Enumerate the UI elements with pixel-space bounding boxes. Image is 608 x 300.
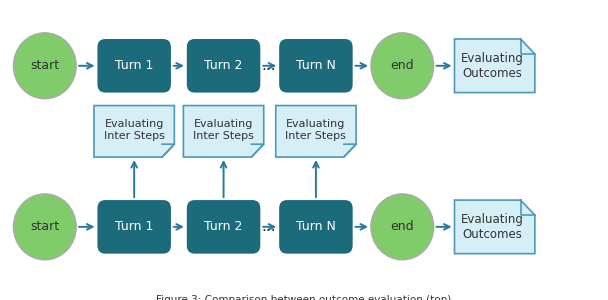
Ellipse shape	[13, 194, 76, 260]
Polygon shape	[455, 39, 535, 93]
FancyBboxPatch shape	[97, 200, 171, 254]
Polygon shape	[94, 106, 174, 157]
Text: Evaluating
Inter Steps: Evaluating Inter Steps	[104, 119, 165, 141]
Text: Turn N: Turn N	[296, 59, 336, 72]
Text: Turn N: Turn N	[296, 220, 336, 233]
Text: Figure 3: Comparison between outcome evaluation (top): Figure 3: Comparison between outcome eva…	[156, 295, 452, 300]
FancyBboxPatch shape	[279, 39, 353, 93]
FancyBboxPatch shape	[187, 39, 260, 93]
Text: Turn 1: Turn 1	[115, 220, 153, 233]
FancyBboxPatch shape	[187, 200, 260, 254]
Text: Evaluating
Inter Steps: Evaluating Inter Steps	[286, 119, 347, 141]
Ellipse shape	[13, 33, 76, 99]
Text: start: start	[30, 59, 60, 72]
Text: Turn 2: Turn 2	[204, 220, 243, 233]
Text: start: start	[30, 220, 60, 233]
Polygon shape	[276, 106, 356, 157]
Polygon shape	[184, 106, 264, 157]
Text: Turn 1: Turn 1	[115, 59, 153, 72]
Text: end: end	[390, 59, 414, 72]
FancyBboxPatch shape	[97, 39, 171, 93]
Text: Evaluating
Inter Steps: Evaluating Inter Steps	[193, 119, 254, 141]
Text: end: end	[390, 220, 414, 233]
Ellipse shape	[371, 194, 434, 260]
Text: Turn 2: Turn 2	[204, 59, 243, 72]
Text: ...: ...	[261, 219, 275, 234]
Text: Evaluating
Outcomes: Evaluating Outcomes	[461, 213, 524, 241]
FancyBboxPatch shape	[279, 200, 353, 254]
Ellipse shape	[371, 33, 434, 99]
Text: ...: ...	[261, 58, 275, 73]
Text: Evaluating
Outcomes: Evaluating Outcomes	[461, 52, 524, 80]
Polygon shape	[455, 200, 535, 254]
